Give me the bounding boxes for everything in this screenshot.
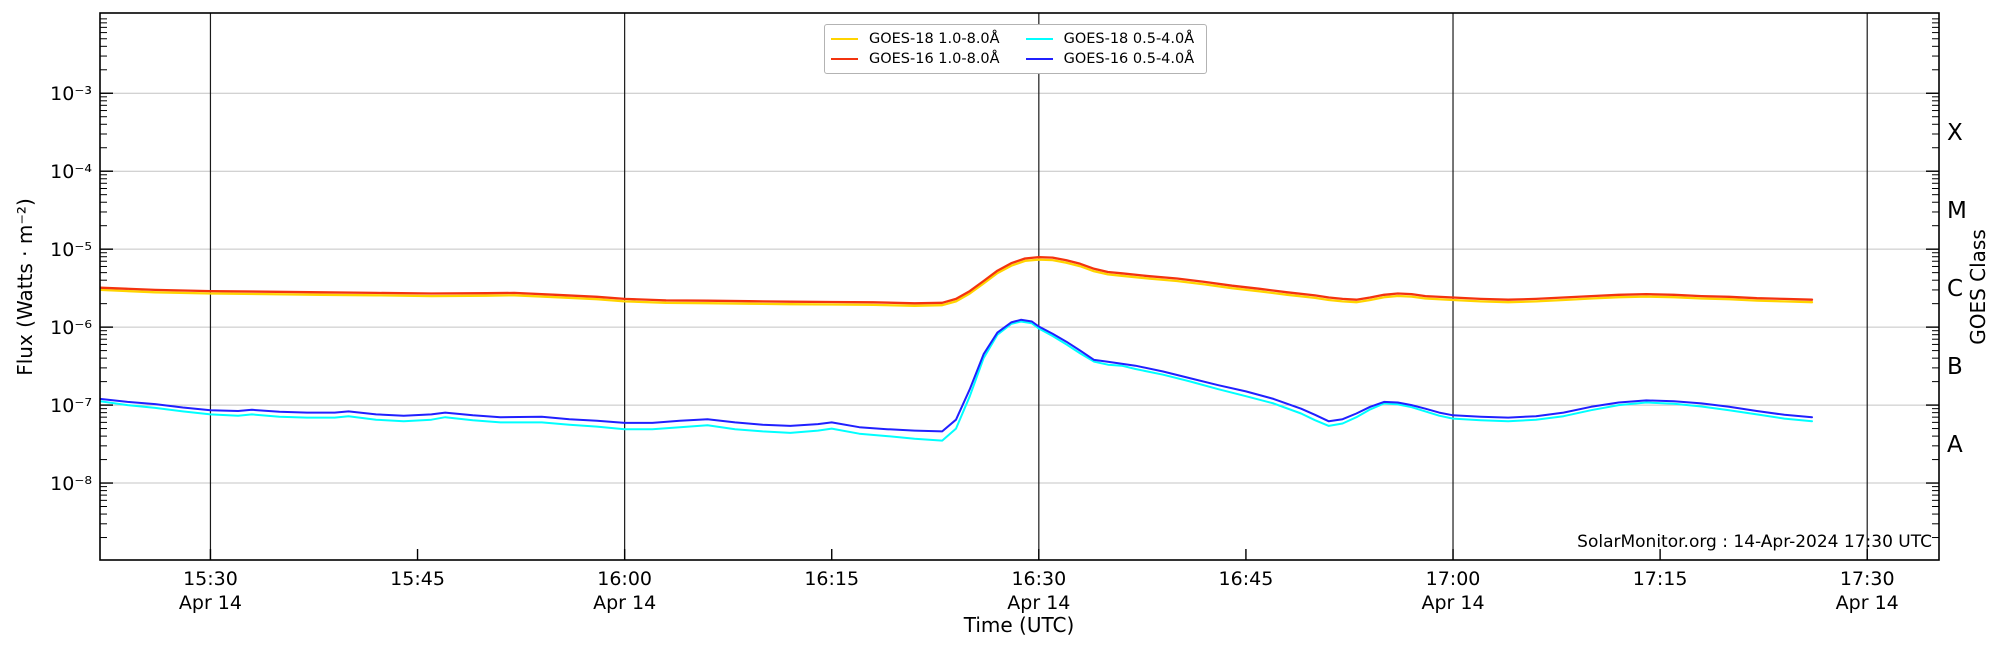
svg-text:15:30: 15:30 — [183, 568, 238, 590]
svg-text:17:15: 17:15 — [1633, 568, 1688, 590]
series-line-goes-18-0-5-4-0 — [100, 320, 1813, 442]
svg-text:16:15: 16:15 — [804, 568, 859, 590]
svg-text:17:00: 17:00 — [1426, 568, 1481, 590]
svg-text:A: A — [1947, 432, 1963, 458]
legend-item-goes-18-1-0-8-0: GOES-18 1.0-8.0Å — [831, 31, 1000, 47]
svg-text:10⁻⁸: 10⁻⁸ — [50, 473, 92, 495]
legend-line-swatch — [831, 58, 858, 60]
series-line-goes-16-0-5-4-0 — [100, 318, 1813, 433]
legend-line-swatch — [831, 38, 858, 40]
vertical-gridlines — [209, 13, 1868, 560]
svg-text:Apr 14: Apr 14 — [179, 592, 242, 614]
svg-text:Apr 14: Apr 14 — [1007, 592, 1070, 614]
svg-text:16:30: 16:30 — [1011, 568, 1066, 590]
legend: GOES-18 1.0-8.0Å GOES-16 1.0-8.0Å GOES-18 … — [824, 24, 1208, 74]
series-line-goes-18-1-0-8-0 — [100, 258, 1814, 307]
svg-text:Apr 14: Apr 14 — [1421, 592, 1484, 614]
svg-text:10⁻⁵: 10⁻⁵ — [50, 239, 92, 261]
svg-text:C: C — [1947, 276, 1963, 302]
legend-item-goes-18-0-5-4-0: GOES-18 0.5-4.0Å — [1025, 31, 1195, 47]
svg-text:M: M — [1947, 198, 1967, 224]
y-axis-title-flux: Flux (Watts · m⁻²) — [13, 198, 37, 376]
y-tick-labels: 10⁻³ 10⁻⁴ 10⁻⁵ 10⁻⁶ 10⁻⁷ 10⁻⁸ — [50, 83, 92, 495]
svg-text:10⁻⁶: 10⁻⁶ — [50, 317, 92, 339]
y-axis-title-goes-class: GOES Class — [1966, 229, 1990, 345]
svg-text:17:30: 17:30 — [1840, 568, 1895, 590]
series-line-goes-16-1-0-8-0 — [100, 255, 1814, 305]
svg-text:10⁻³: 10⁻³ — [50, 83, 92, 105]
svg-text:X: X — [1947, 120, 1963, 146]
x-axis-title-time-utc: Time (UTC) — [963, 613, 1075, 637]
legend-line-swatch — [1025, 58, 1053, 60]
svg-text:Apr 14: Apr 14 — [1836, 592, 1899, 614]
axis-ticks — [100, 18, 1939, 560]
svg-text:Apr 14: Apr 14 — [593, 592, 656, 614]
legend-item-goes-16-0-5-4-0: GOES-16 0.5-4.0Å — [1025, 51, 1195, 67]
goes-class-labels: X M C B A — [1947, 120, 1967, 458]
horizontal-gridlines — [100, 92, 1939, 484]
data-series — [100, 255, 1814, 442]
svg-text:16:45: 16:45 — [1219, 568, 1274, 590]
svg-text:10⁻⁷: 10⁻⁷ — [50, 395, 92, 417]
svg-text:15:45: 15:45 — [390, 568, 445, 590]
plot-border — [99, 12, 1940, 561]
svg-text:B: B — [1947, 354, 1963, 380]
legend-label: GOES-16 0.5-4.0Å — [1063, 51, 1195, 67]
svg-text:16:00: 16:00 — [597, 568, 652, 590]
svg-text:10⁻⁴: 10⁻⁴ — [50, 161, 92, 183]
legend-item-goes-16-1-0-8-0: GOES-16 1.0-8.0Å — [831, 51, 1000, 67]
legend-line-swatch — [1025, 38, 1053, 40]
legend-label: GOES-16 1.0-8.0Å — [869, 51, 1000, 67]
solarmonitor-watermark: SolarMonitor.org : 14-Apr-2024 17:30 UTC — [1577, 532, 1932, 552]
legend-label: GOES-18 0.5-4.0Å — [1063, 31, 1195, 47]
legend-label: GOES-18 1.0-8.0Å — [869, 31, 1000, 47]
